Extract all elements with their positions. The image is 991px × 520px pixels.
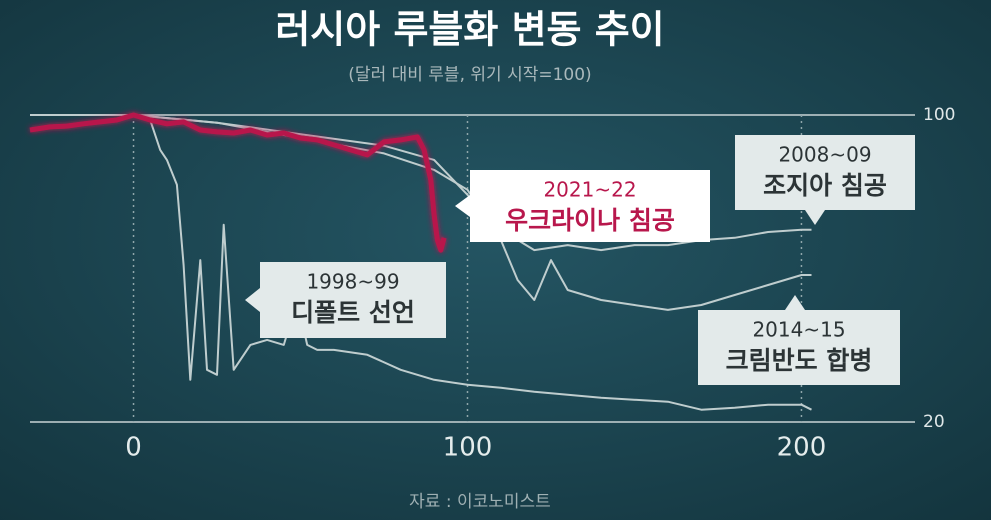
legend-period: 2008~09	[778, 143, 871, 167]
legend-period: 2021~22	[543, 178, 636, 202]
series-line	[29, 112, 447, 253]
legend-name: 우크라이나 침공	[505, 206, 675, 235]
legend-period: 1998~99	[306, 270, 399, 294]
x-tick-label: 100	[443, 433, 493, 463]
callout-box	[698, 310, 900, 385]
legend-name: 크림반도 합병	[726, 346, 873, 375]
callout-pointer	[785, 295, 805, 310]
legend-period: 2014~15	[752, 318, 845, 342]
callout-pointer	[455, 195, 470, 217]
callout-box	[470, 170, 710, 242]
callout-pointer	[805, 210, 825, 225]
y-tick-label: 20	[923, 412, 945, 432]
x-tick-label: 200	[777, 433, 827, 463]
source: 자료 : 이코노미스트	[409, 492, 551, 512]
y-tick-label: 100	[923, 105, 955, 125]
callout-box	[260, 262, 446, 338]
legend-name: 조지아 침공	[763, 171, 887, 200]
legend-name: 디폴트 선언	[291, 298, 415, 327]
x-tick-label: 0	[125, 433, 142, 463]
chart-title: 러시아 루블화 변동 추이	[275, 8, 664, 52]
callout-pointer	[245, 288, 260, 312]
chart-subtitle: (달러 대비 루블, 위기 시작=100)	[348, 65, 591, 85]
callout-box	[735, 135, 915, 210]
